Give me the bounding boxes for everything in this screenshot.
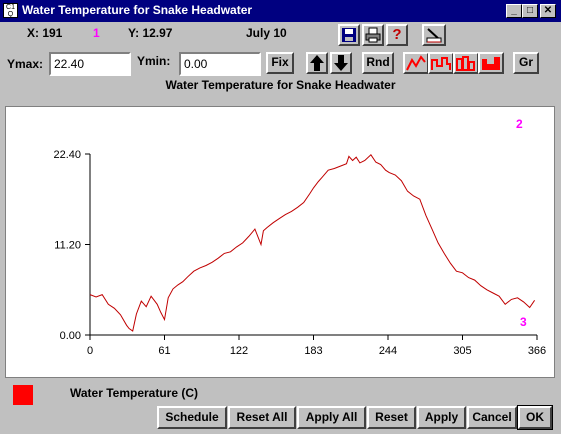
help-icon: ?	[392, 26, 402, 43]
y-readout: Y: 12.97	[128, 26, 173, 40]
reset-all-button[interactable]: Reset All	[228, 406, 296, 429]
maximize-button[interactable]: □	[522, 4, 538, 18]
system-menu-icon[interactable]: C1 Q	[3, 3, 18, 18]
rnd-button[interactable]: Rnd	[362, 52, 394, 74]
ok-button[interactable]: OK	[517, 405, 553, 430]
apply-button[interactable]: Apply	[417, 406, 466, 429]
gr-button[interactable]: Gr	[513, 52, 539, 74]
cancel-button[interactable]: Cancel	[467, 406, 517, 429]
x-tick-label: 0	[87, 345, 93, 357]
marker-3: 3	[520, 315, 527, 329]
x-tick-label: 305	[453, 345, 471, 357]
arrow-up-icon	[310, 55, 324, 71]
print-icon	[365, 27, 381, 43]
series-index: 1	[93, 26, 100, 40]
x-tick-label: 61	[158, 345, 170, 357]
y-tick-label: 11.20	[54, 240, 81, 252]
reset-button[interactable]: Reset	[367, 406, 416, 429]
water-temperature-chart[interactable]: 0 61 122 183 244 305 366 0.00 11.20 22.40	[6, 107, 554, 377]
help-button[interactable]: ?	[386, 24, 408, 46]
window-titlebar[interactable]: C1 Q Water Temperature for Snake Headwat…	[0, 0, 561, 22]
minimize-icon: _	[511, 5, 517, 16]
bar-chart-icon	[456, 56, 475, 71]
water-temperature-series-line	[89, 154, 536, 332]
line-chart-icon	[406, 55, 426, 71]
x-readout: X: 191	[27, 26, 63, 40]
ymin-label: Ymin:	[137, 54, 171, 68]
ymax-input[interactable]	[49, 52, 131, 76]
area-chart-button[interactable]	[478, 52, 504, 74]
fix-button[interactable]: Fix	[266, 52, 294, 74]
scroll-down-button[interactable]	[330, 52, 352, 74]
minimize-button[interactable]: _	[506, 4, 522, 18]
date-readout: July 10	[246, 26, 287, 40]
step-chart-button[interactable]	[428, 52, 454, 74]
bar-chart-button[interactable]	[453, 52, 479, 74]
apply-all-button[interactable]: Apply All	[297, 406, 366, 429]
plot-area[interactable]: 0 61 122 183 244 305 366 0.00 11.20 22.40 2 3	[5, 106, 555, 378]
pencil-eraser-button[interactable]	[422, 24, 446, 46]
step-chart-icon	[431, 57, 451, 70]
close-icon: ✕	[543, 5, 553, 16]
chart-title: Water Temperature for Snake Headwater	[165, 78, 396, 92]
ymin-input[interactable]	[179, 52, 261, 76]
scroll-up-button[interactable]	[306, 52, 328, 74]
legend-swatch	[13, 385, 33, 405]
marker-2: 2	[516, 117, 523, 131]
x-tick-label: 244	[379, 345, 397, 357]
window-title: Water Temperature for Snake Headwater	[22, 3, 253, 17]
schedule-button[interactable]: Schedule	[157, 406, 227, 429]
ymax-label: Ymax:	[7, 57, 44, 71]
x-tick-label: 183	[304, 345, 322, 357]
line-chart-button[interactable]	[403, 52, 429, 74]
x-tick-label: 366	[528, 345, 546, 357]
maximize-icon: □	[526, 5, 534, 16]
y-tick-label: 22.40	[53, 149, 81, 161]
y-tick-label: 0.00	[60, 330, 81, 342]
print-button[interactable]	[362, 24, 384, 46]
area-chart-icon	[482, 57, 500, 70]
save-button[interactable]	[338, 24, 360, 46]
x-tick-label: 122	[230, 345, 248, 357]
pencil-eraser-icon	[426, 28, 442, 43]
arrow-down-icon	[334, 55, 348, 71]
save-icon	[342, 28, 356, 42]
legend-label: Water Temperature (C)	[70, 386, 199, 400]
close-button[interactable]: ✕	[540, 4, 556, 18]
